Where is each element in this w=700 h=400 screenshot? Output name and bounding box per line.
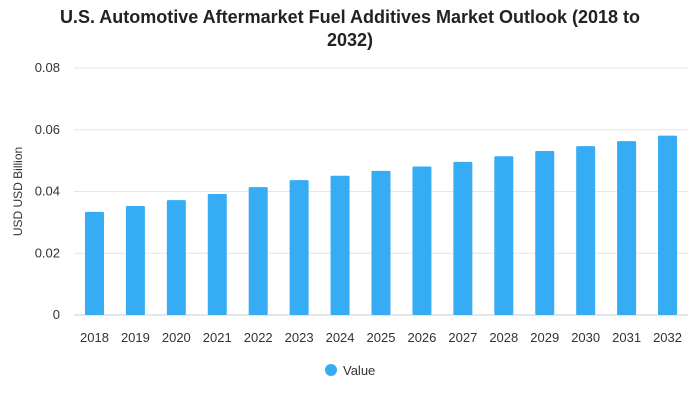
bar-2026[interactable] bbox=[412, 166, 432, 315]
bar-2028[interactable] bbox=[494, 156, 514, 315]
x-tick-label: 2031 bbox=[612, 330, 641, 345]
legend-marker-value bbox=[325, 364, 337, 376]
bar-2031[interactable] bbox=[617, 141, 637, 315]
bar-2024[interactable] bbox=[330, 175, 350, 315]
chart-title: U.S. Automotive Aftermarket Fuel Additiv… bbox=[59, 7, 641, 50]
y-tick-label: 0 bbox=[53, 307, 60, 322]
bar-2030[interactable] bbox=[576, 146, 596, 315]
y-tick-label: 0.06 bbox=[35, 122, 60, 137]
bar-2032[interactable] bbox=[658, 135, 678, 315]
x-tick-label: 2027 bbox=[448, 330, 477, 345]
x-tick-label: 2019 bbox=[121, 330, 150, 345]
bar-2018[interactable] bbox=[84, 211, 104, 315]
bar-2023[interactable] bbox=[289, 180, 309, 315]
x-tick-label: 2028 bbox=[489, 330, 518, 345]
y-tick-label: 0.04 bbox=[35, 184, 60, 199]
bar-2019[interactable] bbox=[125, 206, 145, 315]
x-tick-label: 2023 bbox=[285, 330, 314, 345]
y-tick-label: 0.02 bbox=[35, 245, 60, 260]
x-tick-label: 2030 bbox=[571, 330, 600, 345]
x-tick-label: 2026 bbox=[407, 330, 436, 345]
bar-2020[interactable] bbox=[166, 200, 186, 315]
x-tick-label: 2029 bbox=[530, 330, 559, 345]
bar-2021[interactable] bbox=[207, 193, 227, 315]
y-axis-label: USD USD Billion bbox=[11, 147, 25, 236]
x-tick-label: 2022 bbox=[244, 330, 273, 345]
bar-2027[interactable] bbox=[453, 161, 473, 315]
bar-2029[interactable] bbox=[535, 151, 555, 315]
x-tick-label: 2018 bbox=[80, 330, 109, 345]
x-tick-label: 2025 bbox=[367, 330, 396, 345]
legend[interactable]: Value bbox=[325, 363, 375, 378]
x-tick-label: 2021 bbox=[203, 330, 232, 345]
legend-label-value: Value bbox=[343, 363, 375, 378]
bar-2025[interactable] bbox=[371, 170, 391, 315]
axes: 0 0.02 0.04 0.06 0.08 2018 2019 2020 2021 2022 202… bbox=[35, 60, 682, 345]
x-tick-label: 2032 bbox=[653, 330, 682, 345]
y-tick-label: 0.08 bbox=[35, 60, 60, 75]
bars bbox=[84, 135, 678, 315]
bar-2022[interactable] bbox=[248, 187, 268, 315]
x-tick-label: 2024 bbox=[326, 330, 355, 345]
x-tick-label: 2020 bbox=[162, 330, 191, 345]
